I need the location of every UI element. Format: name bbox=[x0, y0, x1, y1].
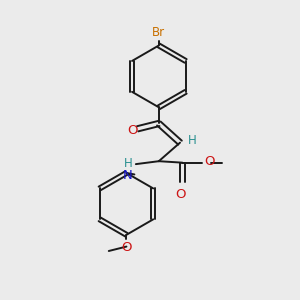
Text: O: O bbox=[127, 124, 138, 137]
Text: O: O bbox=[204, 155, 214, 168]
Text: N: N bbox=[123, 169, 132, 182]
Text: O: O bbox=[121, 241, 132, 254]
Text: O: O bbox=[176, 188, 186, 201]
Text: Br: Br bbox=[152, 26, 165, 39]
Text: H: H bbox=[124, 157, 132, 170]
Text: H: H bbox=[188, 134, 197, 147]
